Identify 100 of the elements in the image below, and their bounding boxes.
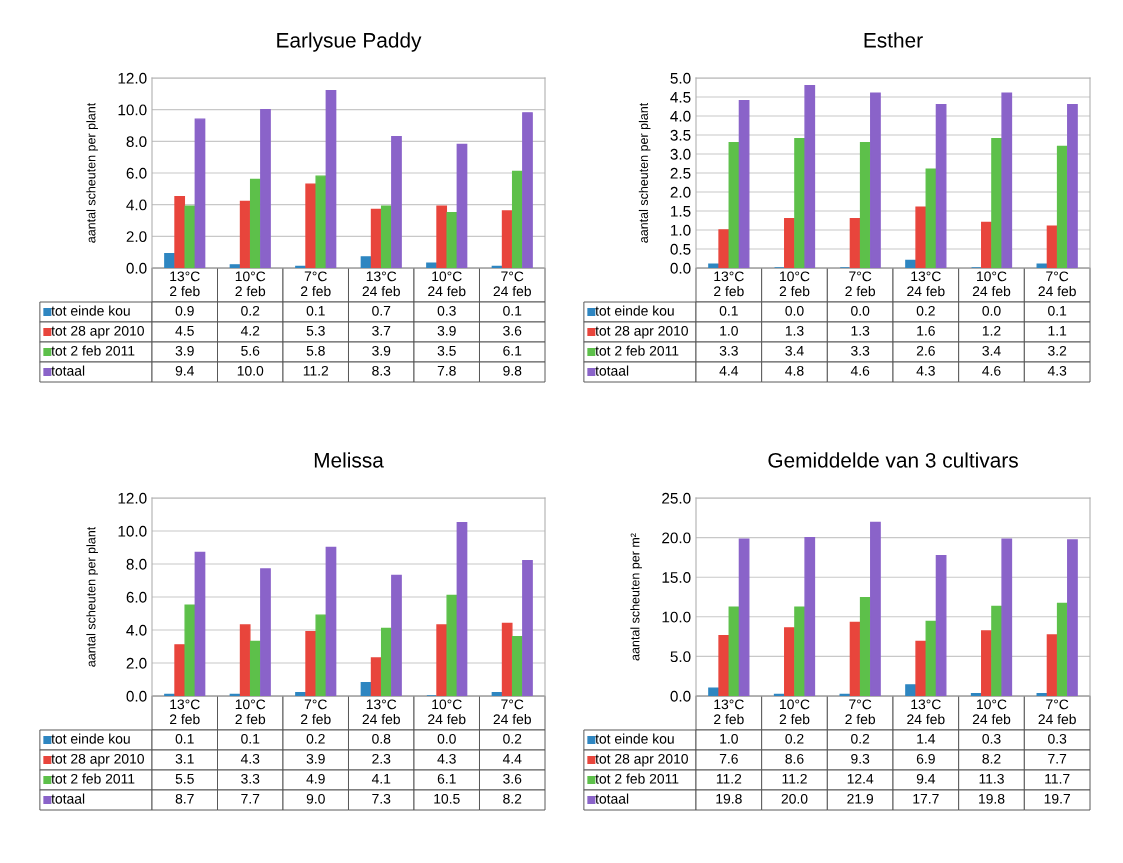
x-tick-label: 10°C 24 feb	[972, 271, 1011, 297]
y-tick-label: 2.5	[670, 167, 691, 179]
data-label: 0.2	[306, 733, 325, 744]
x-tick-label: 10°C 2 feb	[235, 699, 266, 725]
bar	[391, 574, 402, 696]
legend-label: totaal	[595, 365, 629, 376]
data-label: 11.7	[1045, 774, 1070, 784]
data-label: 0.1	[175, 733, 194, 744]
bar	[738, 538, 750, 696]
y-tick-label: 8.0	[126, 136, 147, 148]
bar	[295, 692, 306, 696]
bar	[436, 624, 448, 696]
data-label: 6.9	[916, 753, 935, 764]
data-label: 1.4	[917, 734, 936, 744]
bar	[1056, 145, 1068, 268]
bar	[370, 208, 382, 268]
data-label: 4.9	[306, 773, 325, 784]
bar	[718, 635, 730, 696]
data-label: 4.5	[175, 326, 194, 336]
y-tick-label: 4.0	[126, 624, 147, 636]
y-tick-label: 25.0	[662, 492, 691, 504]
data-label: 6.1	[503, 345, 522, 356]
y-tick-label: 2.0	[126, 657, 147, 669]
data-label: 4.3	[1047, 365, 1067, 376]
bar	[804, 536, 816, 696]
data-label: 0.7	[372, 305, 391, 316]
bar	[380, 205, 392, 268]
y-tick-label: 20.0	[662, 532, 691, 544]
y-tick-label: 1.5	[671, 206, 691, 217]
bar	[804, 84, 816, 268]
data-label: 1.2	[982, 325, 1001, 336]
x-tick-label: 10°C 2 feb	[779, 699, 810, 725]
y-tick-label: 8.0	[126, 558, 147, 570]
y-tick-label: 0.0	[670, 690, 691, 702]
y-tick-label: 3.5	[670, 129, 691, 141]
data-label: 5.3	[306, 325, 325, 336]
x-tick-label: 13°C 2 feb	[714, 271, 744, 297]
data-label: 8.2	[982, 753, 1001, 764]
data-label: 1.1	[1048, 326, 1067, 336]
data-label: 4.8	[785, 365, 804, 376]
legend-label: tot 2 feb 2011	[595, 773, 679, 784]
x-tick-label: 7°C 24 feb	[1038, 271, 1076, 297]
y-tick-label: 0.0	[670, 262, 691, 274]
data-label: 0.0	[851, 305, 870, 316]
x-tick-label: 7°C 24 feb	[493, 699, 531, 725]
data-label: 0.1	[241, 733, 260, 744]
x-tick-label: 13°C 2 feb	[714, 699, 744, 725]
y-tick-label: 5.0	[670, 72, 691, 84]
data-label: 0.2	[503, 733, 522, 744]
data-label: 1.0	[720, 733, 738, 744]
bar	[501, 210, 513, 268]
y-axis-title: aantal scheuten per m²	[630, 533, 642, 661]
data-label: 5.6	[241, 345, 260, 356]
data-label: 9.3	[851, 753, 870, 764]
x-tick-label: 13°C 24 feb	[362, 271, 400, 297]
data-label: 0.3	[437, 305, 456, 316]
x-tick-label: 7°C 24 feb	[1038, 699, 1076, 725]
data-label: 9.4	[175, 365, 194, 376]
x-tick-label: 13°C 24 feb	[362, 699, 400, 725]
data-label: 4.4	[719, 366, 739, 376]
bar	[184, 604, 196, 696]
y-tick-label: 12.0	[118, 492, 147, 504]
x-tick-label: 7°C 2 feb	[845, 271, 876, 297]
data-label: 8.3	[372, 365, 391, 376]
data-label: 4.2	[240, 325, 260, 336]
data-label: 0.9	[175, 305, 194, 316]
bar	[708, 687, 719, 696]
x-tick-label: 10°C 24 feb	[428, 699, 466, 725]
bar	[360, 256, 372, 268]
data-label: 3.6	[503, 325, 522, 336]
y-tick-label: 0.5	[670, 243, 691, 255]
bar	[738, 100, 750, 268]
bar	[184, 205, 196, 268]
data-label: 5.5	[175, 774, 194, 784]
bar	[315, 175, 327, 268]
data-label: 0.8	[372, 733, 391, 744]
data-label: 4.3	[437, 753, 456, 764]
bar	[991, 138, 1002, 268]
bar	[859, 597, 871, 696]
x-tick-label: 13°C 2 feb	[170, 699, 200, 725]
y-tick-label: 2.0	[126, 231, 147, 243]
data-label: 4.4	[502, 754, 522, 764]
data-label: 0.3	[1048, 733, 1067, 744]
data-label: 8.6	[785, 753, 804, 764]
legend-label: tot 28 apr 2010	[51, 325, 144, 339]
data-label: 10.0	[237, 365, 264, 376]
bar	[991, 605, 1002, 696]
bar	[925, 168, 937, 268]
data-label: 9.4	[916, 773, 936, 784]
bar	[1067, 539, 1078, 696]
bar	[239, 200, 251, 268]
y-tick-label: 1.0	[671, 224, 691, 236]
bar	[194, 118, 206, 268]
x-tick-label: 7°C 24 feb	[493, 271, 531, 297]
x-tick-label: 7°C 2 feb	[301, 699, 331, 725]
bar	[784, 627, 795, 696]
data-label: 3.4	[982, 345, 1001, 356]
data-label: 6.1	[437, 773, 456, 784]
data-label: 4.1	[371, 774, 391, 784]
bar	[981, 630, 992, 696]
